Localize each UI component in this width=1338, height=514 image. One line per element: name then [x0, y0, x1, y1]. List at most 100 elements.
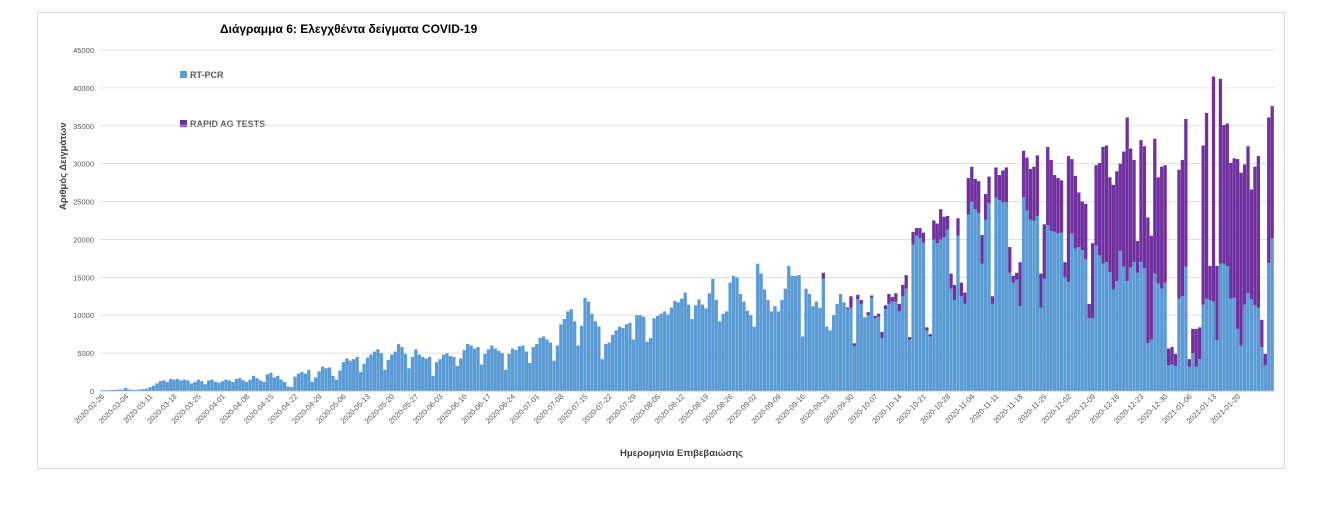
bar-rt-pcr [165, 381, 169, 391]
bar-rt-pcr [611, 334, 615, 391]
bar-rt-pcr [707, 293, 711, 391]
bar-rt-pcr [1070, 233, 1074, 391]
bar-rt-pcr [935, 243, 939, 391]
bar-rt-pcr [1253, 305, 1257, 391]
bar-rt-pcr [1087, 318, 1091, 391]
bar-rt-pcr [545, 339, 549, 391]
bar-rt-pcr [417, 354, 421, 391]
bar-rt-pcr [880, 337, 884, 391]
bar-rt-pcr [621, 328, 625, 391]
bar-rt-pcr [1053, 231, 1057, 391]
bar-rt-pcr [690, 319, 694, 391]
bar-rt-pcr [383, 369, 387, 391]
bar-rapid-ag [997, 175, 1002, 201]
bar-rt-pcr [310, 381, 314, 391]
bar-rt-pcr [438, 359, 442, 391]
bar-rapid-ag [1198, 327, 1202, 360]
bar-rt-pcr [151, 385, 156, 391]
bar-rt-pcr [521, 345, 525, 391]
bar-rt-pcr [742, 301, 746, 391]
bar-rapid-ag [1104, 145, 1109, 263]
bar-rt-pcr [248, 379, 252, 391]
bar-rt-pcr [559, 324, 563, 391]
bar-rapid-ag [887, 294, 891, 304]
bar-rapid-ag [1153, 138, 1157, 274]
bar-rt-pcr [800, 336, 805, 391]
bar-rt-pcr [832, 315, 836, 391]
bar-rt-pcr [1049, 231, 1053, 391]
bar-rt-pcr [1018, 306, 1022, 391]
bar-rt-pcr [711, 278, 715, 391]
bar-rapid-ag [1101, 147, 1105, 264]
bar-rt-pcr [224, 379, 228, 391]
bar-rt-pcr [483, 353, 487, 391]
bar-rt-pcr [1066, 281, 1071, 391]
bar-rapid-ag [1166, 348, 1171, 366]
bar-rt-pcr [994, 197, 998, 391]
bar-rt-pcr [818, 307, 822, 391]
bar-rt-pcr [251, 375, 256, 391]
y-tick-label: 15000 [73, 273, 94, 282]
bar-rt-pcr [203, 384, 207, 391]
bar-rt-pcr [866, 315, 870, 391]
bar-rt-pcr [576, 345, 580, 391]
bar-rt-pcr [569, 309, 573, 391]
y-tick-label: 25000 [73, 198, 94, 207]
bar-rapid-ag [1232, 158, 1236, 298]
bar-rt-pcr [486, 349, 491, 391]
bar-rt-pcr [182, 379, 187, 391]
bar-rt-pcr [424, 358, 428, 391]
bar-rapid-ag [880, 331, 884, 338]
bar-rt-pcr [379, 353, 383, 391]
bar-rt-pcr [1156, 283, 1160, 391]
bar-rt-pcr [1035, 215, 1040, 391]
bar-rapid-ag [1246, 146, 1250, 294]
bar-rt-pcr [1139, 262, 1143, 391]
bar-rt-pcr [369, 354, 373, 391]
bar-rt-pcr [345, 358, 349, 391]
bar-rt-pcr [528, 362, 532, 391]
bar-rt-pcr [963, 303, 967, 391]
bar-rt-pcr [258, 380, 263, 391]
bar-rt-pcr [807, 294, 812, 391]
bar-rapid-ag [1184, 118, 1188, 267]
bar-rapid-ag [1097, 162, 1102, 256]
bar-rt-pcr [227, 380, 232, 391]
bar-rt-pcr [1173, 365, 1178, 391]
bar-rapid-ag [1001, 170, 1005, 203]
bar-rt-pcr [624, 324, 629, 391]
bar-rt-pcr [172, 379, 176, 391]
bar-rapid-ag [1177, 169, 1181, 299]
y-tick-label: 35000 [73, 122, 94, 131]
bar-rapid-ag [994, 167, 998, 198]
bar-rt-pcr [821, 278, 825, 391]
bar-rt-pcr [835, 303, 839, 391]
bar-rapid-ag [963, 292, 967, 304]
bar-rapid-ag [945, 215, 950, 230]
bar-rt-pcr [773, 306, 777, 391]
bar-rapid-ag [970, 166, 974, 202]
bar-rapid-ag [904, 275, 908, 289]
x-axis-title: Ημερομηνία Επιβεβαιώσης [620, 448, 743, 459]
bar-rt-pcr [1073, 248, 1078, 391]
bar-rapid-ag [942, 216, 946, 238]
bar-rt-pcr [797, 275, 801, 391]
bar-rapid-ag [918, 228, 922, 238]
bar-rt-pcr [1270, 237, 1274, 391]
bar-rt-pcr [687, 304, 691, 391]
bar-rapid-ag [1059, 180, 1064, 233]
bar-rt-pcr [1239, 345, 1243, 391]
bar-rt-pcr [137, 389, 142, 391]
bar-rt-pcr [334, 379, 339, 391]
bar-rt-pcr [700, 304, 705, 391]
bar-rapid-ag [1270, 106, 1274, 238]
bar-rapid-ag [1042, 224, 1046, 279]
bar-rt-pcr [714, 300, 718, 391]
bar-rapid-ag [1021, 150, 1026, 197]
bar-rt-pcr [655, 315, 660, 391]
bar-rt-pcr [1222, 263, 1226, 391]
bar-rt-pcr [845, 309, 850, 391]
bar-rapid-ag [1163, 165, 1167, 283]
bar-rt-pcr [1256, 307, 1261, 391]
bar-rt-pcr [1225, 265, 1229, 391]
